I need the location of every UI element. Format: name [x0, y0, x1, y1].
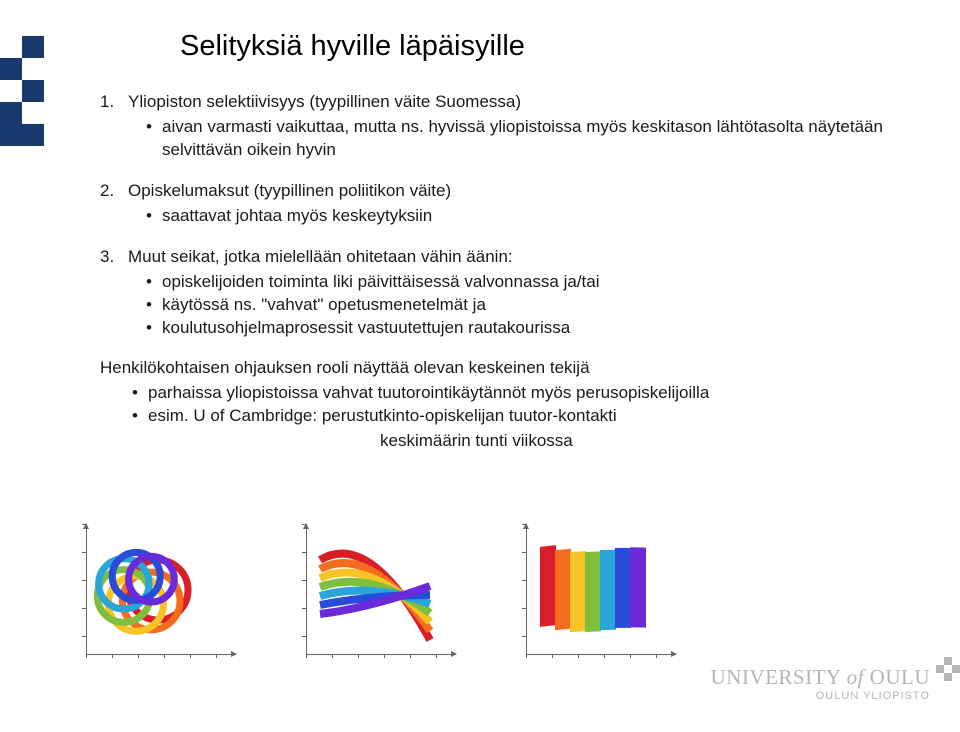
rainbow-surface-icon	[70, 520, 240, 680]
figure-panel	[510, 520, 680, 680]
block	[0, 58, 22, 80]
sub-list: aivan varmasti vaikuttaa, mutta ns. hyvi…	[162, 116, 900, 162]
list-item: 1.Yliopiston selektiivisyys (tyypillinen…	[100, 91, 900, 162]
logo-line1: UNIVERSITY of OULU	[711, 665, 930, 690]
numbered-list: 1.Yliopiston selektiivisyys (tyypillinen…	[100, 91, 900, 339]
item-number: 1.	[100, 91, 128, 114]
tail-paragraph: Henkilökohtaisen ohjauksen rooli näyttää…	[100, 357, 900, 453]
block	[22, 80, 44, 102]
item-head: Muut seikat, jotka mielellään ohitetaan …	[128, 247, 513, 266]
logo-text: OULU	[870, 665, 930, 689]
page-title: Selityksiä hyville läpäisyille	[180, 30, 900, 63]
slide-content: Selityksiä hyville läpäisyille 1.Yliopis…	[100, 30, 900, 453]
rainbow-surface-icon	[290, 520, 460, 680]
sub-item: saattavat johtaa myös keskeytyksiin	[162, 205, 900, 228]
block	[22, 124, 44, 146]
block	[0, 102, 22, 146]
university-logo: UNIVERSITY of OULU OULUN YLIOPISTO	[711, 665, 930, 702]
tail-sub-item: parhaissa yliopistoissa vahvat tuutoroin…	[148, 382, 900, 405]
item-head: Yliopiston selektiivisyys (tyypillinen v…	[128, 92, 521, 111]
tail-sub-item: esim. U of Cambridge: perustutkinto-opis…	[148, 405, 900, 428]
tail-sub-list: parhaissa yliopistoissa vahvat tuutoroin…	[148, 382, 900, 428]
logo-line2: OULUN YLIOPISTO	[711, 690, 930, 702]
logo-text: of	[847, 665, 870, 689]
list-item: 2.Opiskelumaksut (tyypillinen poliitikon…	[100, 180, 900, 228]
figure-panel	[290, 520, 460, 680]
sub-item: käytössä ns. "vahvat" opetusmenetelmät j…	[162, 294, 900, 317]
block	[22, 36, 44, 58]
tail-note: keskimäärin tunti viikossa	[380, 430, 900, 453]
sub-list: saattavat johtaa myös keskeytyksiin	[162, 205, 900, 228]
list-item: 3.Muut seikat, jotka mielellään ohitetaa…	[100, 246, 900, 340]
figure-panel	[70, 520, 240, 680]
item-number: 3.	[100, 246, 128, 269]
sub-item: aivan varmasti vaikuttaa, mutta ns. hyvi…	[162, 116, 900, 162]
tail-head: Henkilökohtaisen ohjauksen rooli näyttää…	[100, 357, 900, 380]
item-number: 2.	[100, 180, 128, 203]
item-head: Opiskelumaksut (tyypillinen poliitikon v…	[128, 181, 451, 200]
sub-list: opiskelijoiden toiminta liki päivittäise…	[162, 271, 900, 340]
logo-text: UNIVERSITY	[711, 665, 841, 689]
rainbow-surface-icon	[510, 520, 680, 680]
figure-row	[70, 520, 680, 680]
sub-item: koulutusohjelmaprosessit vastuutettujen …	[162, 317, 900, 340]
sub-item: opiskelijoiden toiminta liki päivittäise…	[162, 271, 900, 294]
